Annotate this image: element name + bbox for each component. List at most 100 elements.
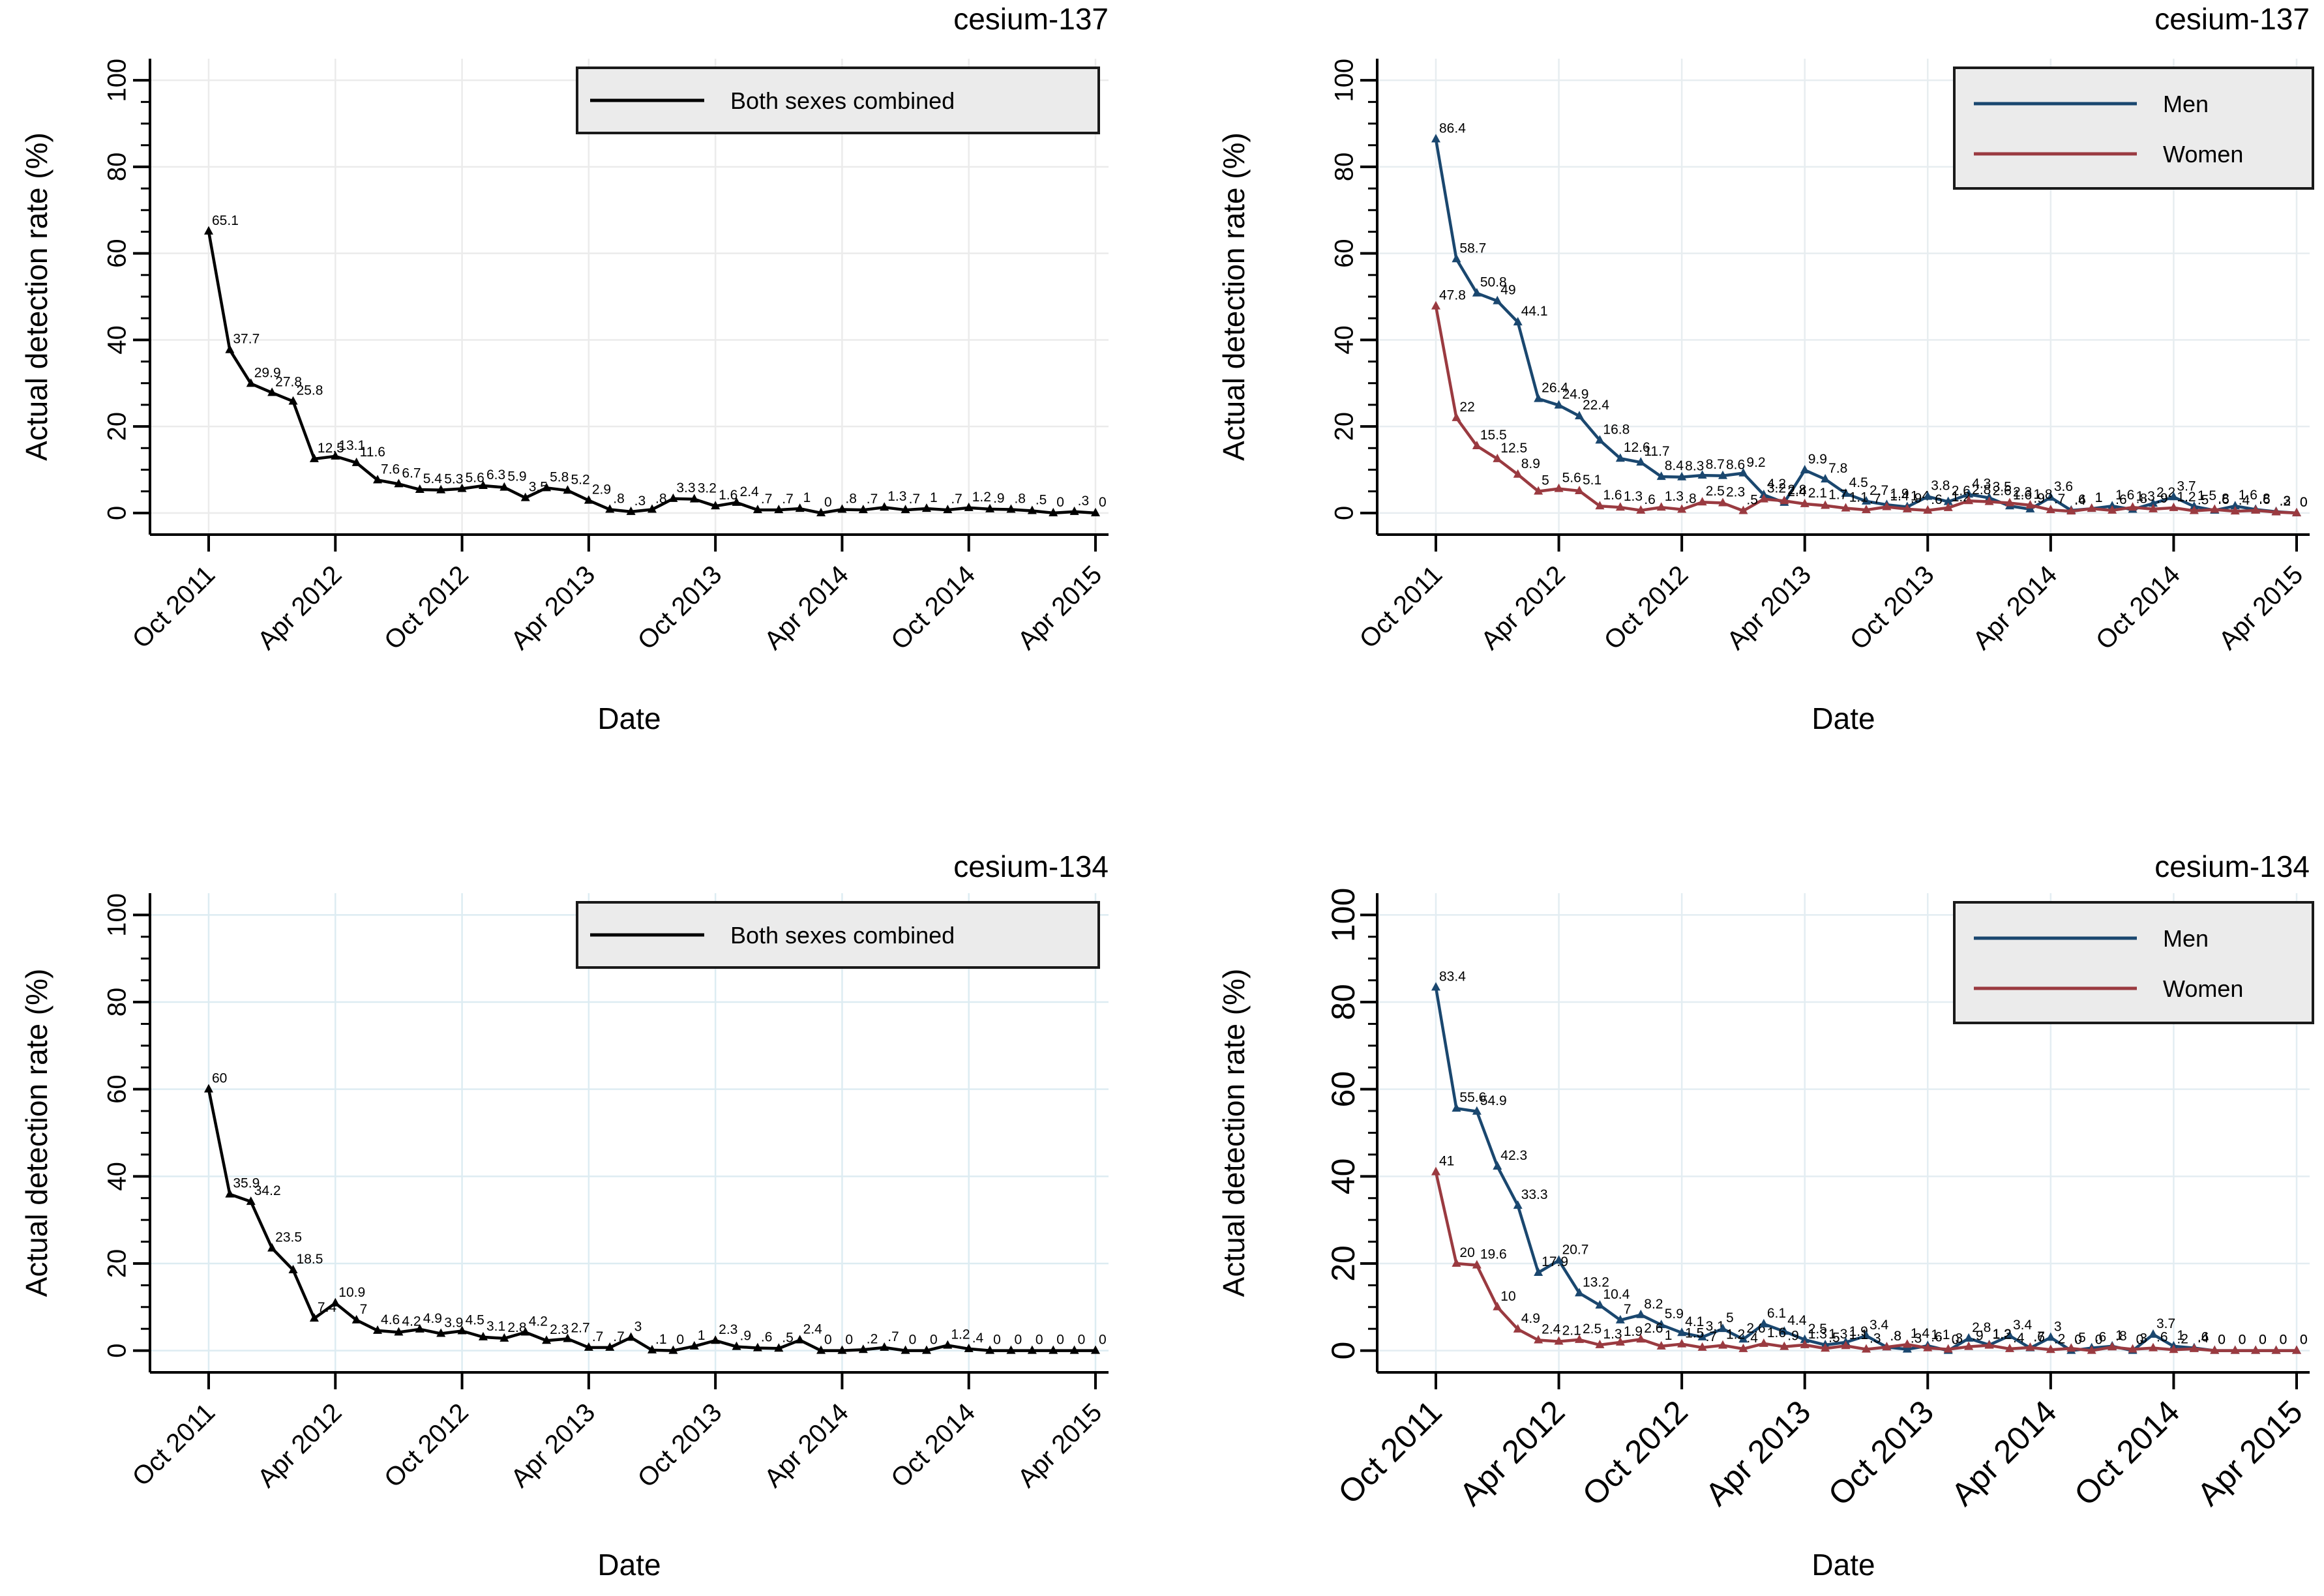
data-label: 41	[1439, 1154, 1454, 1169]
data-label: 3.8	[1931, 479, 1950, 494]
marker-women	[2149, 1342, 2158, 1352]
marker-combined	[204, 1084, 213, 1093]
marker-men	[1452, 1103, 1461, 1112]
marker-combined	[880, 1342, 889, 1351]
data-label: .9	[740, 1329, 752, 1344]
data-label: 5.9	[507, 469, 526, 484]
data-label: 0	[1035, 1333, 1043, 1348]
legend-box	[1953, 901, 2314, 1024]
data-label: 2.8	[1972, 482, 1991, 497]
panel-title: cesium-134	[2154, 850, 2310, 883]
marker-women	[1493, 1301, 1502, 1310]
marker-women	[1452, 1258, 1461, 1267]
data-label: 4.3	[1972, 476, 1991, 491]
marker-combined	[415, 1323, 425, 1333]
x-axis-title: Date	[597, 1548, 661, 1582]
marker-combined	[732, 1341, 741, 1350]
marker-combined	[267, 1243, 277, 1252]
data-label: 5.6	[1562, 471, 1581, 486]
marker-women	[1759, 1338, 1768, 1347]
x-tick-label: Oct 2012	[379, 1398, 474, 1493]
marker-men	[1697, 470, 1707, 479]
data-label: 0	[2280, 1333, 2287, 1348]
marker-combined	[689, 494, 699, 503]
data-label: 2.4	[1787, 484, 1807, 499]
marker-men	[1656, 471, 1666, 480]
series-line-combined	[207, 231, 1096, 515]
marker-combined	[648, 504, 657, 513]
marker-women	[1841, 503, 1851, 512]
marker-combined	[331, 451, 340, 460]
data-label: 1.1	[1849, 490, 1868, 505]
data-label: 3.7	[2177, 479, 2196, 494]
y-tick-label: 80	[1330, 153, 1359, 182]
data-label: 5.6	[466, 471, 484, 486]
data-label: 17.9	[1542, 1254, 1568, 1269]
marker-combined	[1049, 1345, 1058, 1354]
marker-combined	[351, 457, 361, 466]
marker-women	[1656, 502, 1666, 511]
data-label: 13.1	[338, 438, 365, 453]
marker-combined	[563, 485, 573, 494]
marker-women	[1718, 497, 1727, 507]
marker-men	[1636, 1309, 1646, 1318]
data-label: 10.9	[338, 1285, 365, 1300]
marker-women	[1800, 1339, 1810, 1348]
data-label: 5.3	[444, 472, 463, 487]
data-label: 3.7	[2156, 1316, 2175, 1331]
marker-combined	[542, 1335, 552, 1344]
data-label: 0	[2300, 1333, 2308, 1348]
data-label: .6	[1931, 1330, 1943, 1345]
marker-combined	[921, 1345, 931, 1354]
marker-combined	[816, 507, 826, 516]
data-label: 8.2	[1644, 1297, 1663, 1312]
x-tick-label: Oct 2011	[1331, 1393, 1448, 1511]
marker-women	[1984, 496, 1994, 505]
data-label: .6	[1931, 492, 1943, 507]
data-label: 2.5	[1808, 1322, 1827, 1337]
y-tick-label: 80	[1325, 984, 1362, 1020]
data-label: 8.4	[1665, 458, 1684, 473]
legend-label-combined: Both sexes combined	[730, 87, 955, 114]
marker-combined	[668, 493, 678, 502]
marker-men	[1697, 1331, 1707, 1340]
marker-men	[1821, 474, 1830, 483]
data-label: 2.3	[2013, 485, 2032, 500]
data-label: 11.7	[1644, 444, 1669, 459]
data-label: 13.2	[1583, 1275, 1609, 1290]
data-label: 2.1	[1562, 1323, 1581, 1338]
y-tick-label: 0	[103, 1343, 132, 1357]
marker-combined	[985, 503, 995, 512]
data-label: 3.4	[1870, 1318, 1889, 1333]
data-label: 10	[1500, 1289, 1515, 1304]
marker-combined	[711, 1335, 721, 1344]
data-label: 0	[824, 495, 832, 510]
legend-box	[1953, 66, 2314, 190]
data-label: 12.5	[1500, 441, 1527, 456]
marker-women	[1780, 495, 1789, 505]
y-axis-title: Actual detection rate (%)	[20, 969, 53, 1297]
y-tick-label: 100	[1330, 59, 1359, 102]
data-label: .4	[2197, 1331, 2209, 1346]
data-label: 7	[360, 1302, 368, 1317]
data-label: .7	[761, 492, 773, 507]
y-tick-label: 20	[1325, 1245, 1362, 1282]
data-label: 3.1	[486, 1319, 505, 1334]
data-label: 20.7	[1562, 1242, 1589, 1257]
marker-combined	[943, 1340, 953, 1349]
data-label: 26.4	[1542, 381, 1568, 396]
marker-combined	[689, 1340, 699, 1350]
data-label: 2.4	[1542, 1322, 1561, 1337]
marker-combined	[964, 502, 974, 511]
data-label: .7	[887, 1329, 899, 1344]
data-label: 4.1	[1685, 1314, 1704, 1329]
data-label: 1.6	[2115, 488, 2134, 503]
legend-label-men: Men	[2163, 91, 2209, 117]
data-label: 42.3	[1500, 1148, 1527, 1163]
y-axis-title: Actual detection rate (%)	[1217, 132, 1251, 461]
data-label: 5.4	[423, 471, 443, 486]
data-label: .4	[1746, 1331, 1758, 1346]
data-label: .9	[2033, 491, 2045, 506]
marker-men	[1677, 471, 1687, 480]
